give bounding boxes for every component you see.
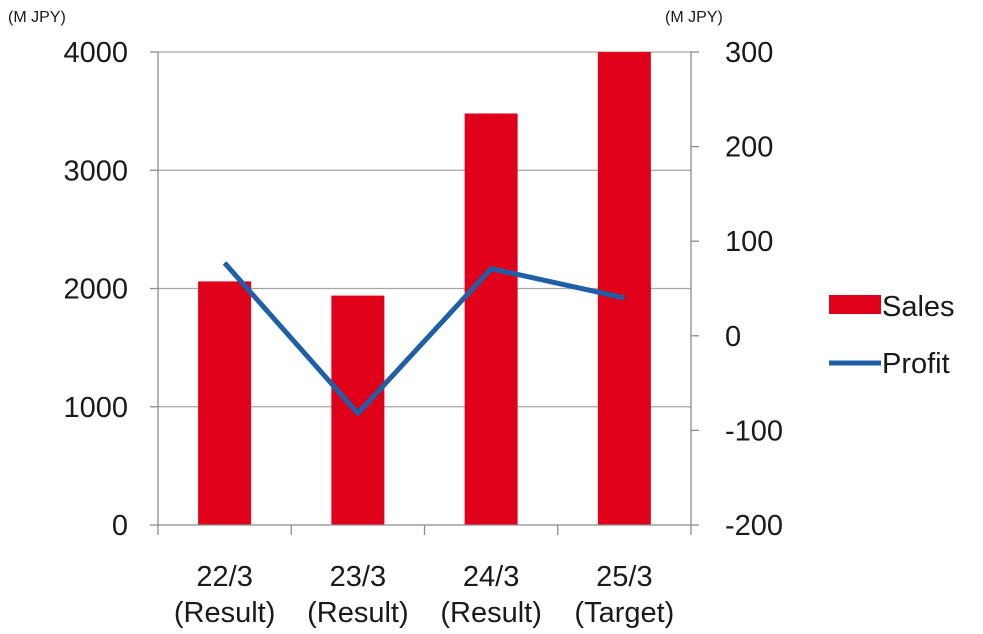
profit-line — [222, 261, 625, 416]
profit-point — [224, 262, 226, 264]
left-tick-label: 1000 — [63, 392, 128, 424]
profit-point — [623, 297, 625, 299]
left-axis-unit: (M JPY) — [8, 9, 66, 26]
x-tick-sublabel: (Target) — [574, 597, 674, 629]
x-tick-label: 24/3 — [463, 561, 519, 593]
profit-point — [357, 412, 359, 414]
left-axis-ticks: 0 1000 2000 3000 4000 — [63, 37, 128, 542]
axes — [150, 51, 699, 535]
profit-line-layer — [222, 261, 625, 416]
x-tick-label: 25/3 — [596, 561, 652, 593]
sales-bar — [198, 281, 252, 525]
x-tick-sublabel: (Result) — [440, 597, 542, 629]
right-axis-ticks: -200 -100 0 100 200 300 — [725, 37, 783, 542]
right-tick-label: -100 — [725, 415, 783, 447]
x-axis-ticks: 22/3 (Result) 23/3 (Result) 24/3 (Result) 25/3… — [174, 561, 674, 629]
bars — [198, 52, 651, 526]
x-tick-label: 23/3 — [330, 561, 386, 593]
legend-label-sales: Sales — [882, 291, 955, 323]
right-tick-label: 0 — [725, 321, 741, 353]
right-tick-label: 200 — [725, 132, 773, 164]
right-tick-label: 300 — [725, 37, 773, 69]
x-tick-label: 22/3 — [196, 561, 252, 593]
right-tick-label: 100 — [725, 226, 773, 258]
x-tick-sublabel: (Result) — [307, 597, 409, 629]
legend: Sales Profit — [829, 291, 955, 380]
sales-bar — [464, 113, 518, 526]
x-tick-sublabel: (Result) — [174, 597, 276, 629]
right-axis-unit: (M JPY) — [665, 9, 723, 26]
sales-bar — [597, 52, 651, 525]
left-tick-label: 0 — [112, 510, 128, 542]
left-tick-label: 4000 — [63, 37, 128, 69]
legend-label-profit: Profit — [882, 348, 950, 380]
left-tick-label: 2000 — [63, 274, 128, 306]
legend-swatch-sales — [829, 295, 881, 314]
profit-point — [490, 268, 492, 270]
left-tick-label: 3000 — [63, 155, 128, 187]
right-tick-label: -200 — [725, 510, 783, 542]
